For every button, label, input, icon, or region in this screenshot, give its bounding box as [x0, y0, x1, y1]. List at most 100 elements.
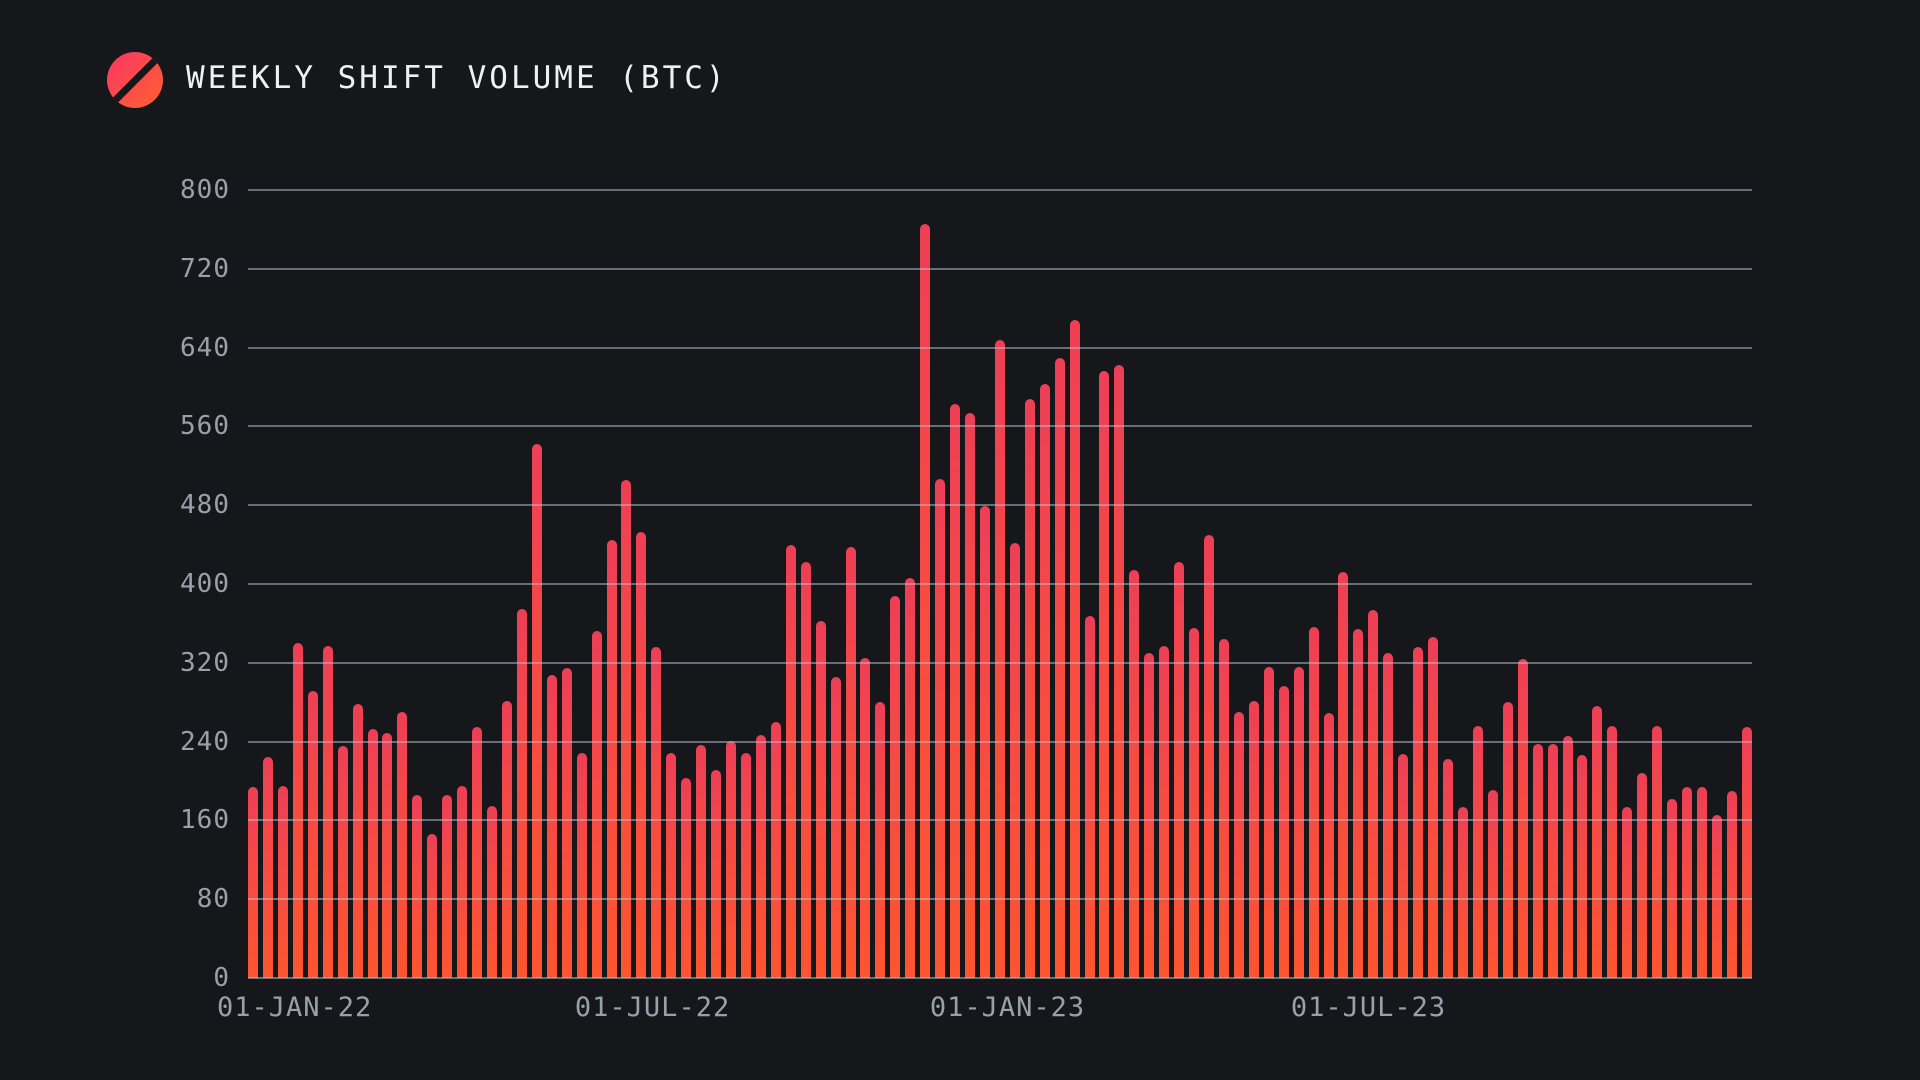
bar[interactable] — [1084, 615, 1095, 978]
bar[interactable] — [248, 786, 258, 978]
bar[interactable] — [1741, 726, 1752, 978]
bar[interactable] — [1532, 743, 1543, 978]
bar[interactable] — [726, 740, 736, 978]
bar[interactable] — [1353, 629, 1364, 978]
bar[interactable] — [367, 728, 378, 978]
bar[interactable] — [1039, 384, 1050, 978]
bar[interactable] — [1159, 646, 1170, 978]
bar[interactable] — [501, 701, 512, 978]
bar[interactable] — [1547, 743, 1558, 978]
bar[interactable] — [740, 753, 751, 978]
bar[interactable] — [1189, 628, 1200, 978]
bar[interactable] — [1233, 712, 1244, 978]
bar[interactable] — [1293, 666, 1304, 978]
bar[interactable] — [1024, 398, 1035, 978]
bar[interactable] — [1144, 652, 1155, 978]
bar[interactable] — [1383, 652, 1394, 978]
bar[interactable] — [397, 712, 408, 978]
bar[interactable] — [696, 744, 707, 978]
bar[interactable] — [1577, 755, 1588, 978]
bar[interactable] — [965, 412, 975, 978]
bar[interactable] — [277, 785, 288, 978]
bar[interactable] — [382, 732, 393, 978]
bar[interactable] — [1278, 686, 1289, 978]
bar[interactable] — [636, 531, 647, 978]
bar[interactable] — [651, 647, 662, 978]
bar[interactable] — [1428, 637, 1439, 978]
bar[interactable] — [1517, 658, 1528, 978]
bar[interactable] — [337, 745, 348, 978]
bar[interactable] — [531, 444, 542, 978]
bar[interactable] — [1667, 798, 1678, 978]
bar[interactable] — [994, 339, 1005, 978]
bar[interactable] — [1398, 754, 1409, 978]
bar[interactable] — [591, 631, 602, 978]
bar[interactable] — [1696, 786, 1707, 978]
bar[interactable] — [457, 785, 468, 978]
bar[interactable] — [606, 539, 617, 978]
bar[interactable] — [546, 674, 557, 978]
bar[interactable] — [1323, 713, 1334, 978]
bar[interactable] — [1502, 702, 1513, 978]
bar[interactable] — [427, 834, 438, 978]
bar[interactable] — [1368, 609, 1379, 978]
bar[interactable] — [755, 734, 766, 978]
bar[interactable] — [322, 646, 333, 978]
bar[interactable] — [666, 753, 677, 978]
bar[interactable] — [979, 506, 990, 978]
bar[interactable] — [292, 643, 303, 978]
bar[interactable] — [1054, 358, 1065, 978]
bar[interactable] — [1443, 759, 1453, 978]
bar[interactable] — [1487, 789, 1498, 978]
bar[interactable] — [1682, 786, 1692, 978]
bar[interactable] — [307, 691, 318, 978]
bar[interactable] — [1726, 790, 1737, 978]
bar[interactable] — [442, 794, 453, 978]
bar[interactable] — [1472, 725, 1483, 978]
bar[interactable] — [1592, 706, 1603, 978]
bar[interactable] — [516, 608, 527, 978]
bar[interactable] — [487, 805, 497, 978]
bar[interactable] — [352, 704, 363, 978]
bar[interactable] — [770, 721, 781, 978]
bar[interactable] — [815, 621, 826, 978]
bar[interactable] — [1308, 627, 1319, 978]
bar[interactable] — [1174, 562, 1185, 978]
bar[interactable] — [1607, 725, 1618, 978]
bar[interactable] — [681, 778, 692, 978]
bar[interactable] — [1009, 542, 1020, 978]
bar[interactable] — [905, 578, 916, 978]
bar[interactable] — [950, 403, 961, 978]
bar[interactable] — [1099, 371, 1110, 978]
bar[interactable] — [845, 546, 856, 978]
bar[interactable] — [1652, 725, 1663, 978]
bar[interactable] — [412, 794, 423, 978]
bar[interactable] — [1637, 773, 1648, 978]
bar[interactable] — [1069, 320, 1080, 978]
bar[interactable] — [1263, 666, 1274, 978]
bar[interactable] — [1711, 814, 1722, 978]
bar[interactable] — [711, 770, 722, 978]
bar[interactable] — [920, 224, 931, 978]
bar[interactable] — [1204, 534, 1214, 978]
bar[interactable] — [890, 595, 901, 978]
bar[interactable] — [1114, 365, 1125, 978]
bar[interactable] — [1413, 647, 1424, 978]
bar[interactable] — [621, 479, 632, 978]
bar[interactable] — [860, 657, 871, 978]
bar[interactable] — [1338, 572, 1349, 978]
bar[interactable] — [875, 702, 886, 978]
bar[interactable] — [1562, 735, 1573, 978]
bar[interactable] — [785, 544, 796, 978]
bar[interactable] — [800, 562, 811, 978]
bar[interactable] — [262, 757, 273, 978]
bar[interactable] — [1129, 570, 1140, 978]
bar[interactable] — [472, 726, 483, 978]
bar[interactable] — [1622, 806, 1633, 978]
bar[interactable] — [830, 676, 841, 978]
bar[interactable] — [576, 753, 587, 978]
bar[interactable] — [561, 667, 572, 978]
bar[interactable] — [1218, 639, 1229, 978]
bar[interactable] — [1457, 806, 1468, 978]
bar[interactable] — [1248, 701, 1259, 978]
